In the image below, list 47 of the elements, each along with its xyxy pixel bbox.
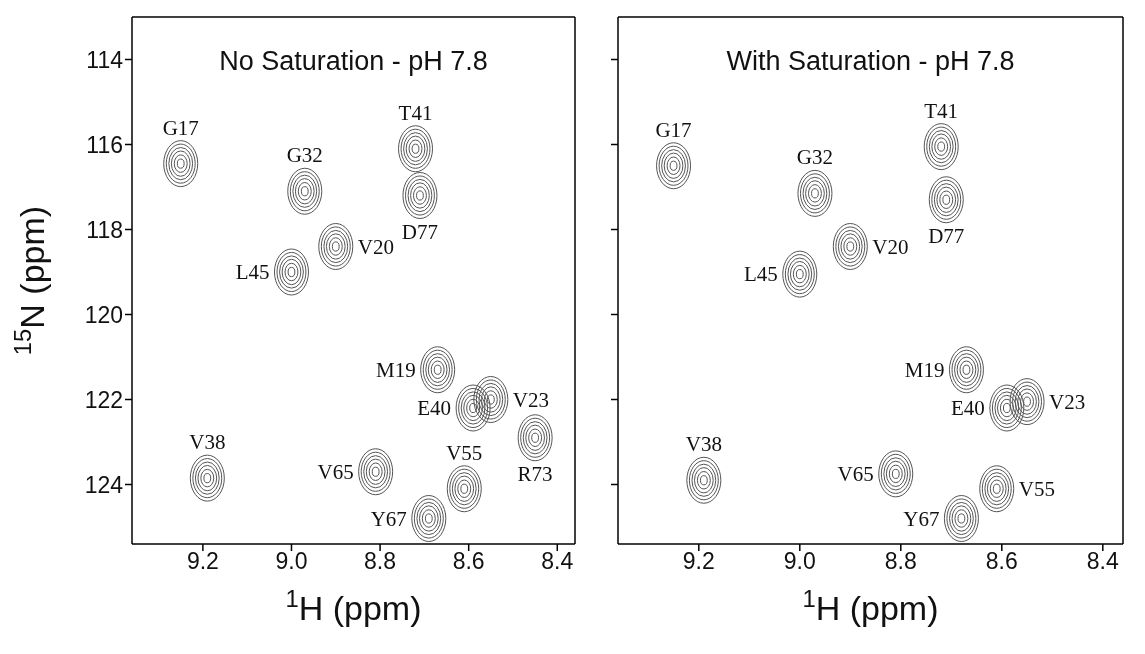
annotation: E40 [951,396,985,420]
annotation: D77 [401,219,439,244]
x-tick-label: 9.0 [783,548,816,575]
x-tick-label: 8.6 [452,548,485,575]
y-tick-label: 116 [86,131,123,158]
x-axis-title: $^{1}$H (ppm) [285,584,422,627]
annotation: V65 [317,459,354,484]
annotation: G17 [655,117,692,142]
x-tick-label: 9.0 [275,548,308,575]
annotation: D77 [928,223,965,248]
y-tick-label: 114 [86,46,124,73]
annotation: L45 [235,260,270,284]
text: With Saturation - pH 7.8 [725,46,1016,77]
x-tick-label: 8.8 [884,548,917,575]
y-tick-label: 118 [86,216,123,243]
annotation: V55 [1018,476,1055,501]
annotation: V38 [685,432,722,457]
x-tick-label: 8.4 [541,548,574,575]
x-tick-label: 8.6 [985,548,1018,575]
annotation: T41 [924,98,959,123]
annotation: G32 [286,143,323,168]
x-tick-label: 9.2 [682,548,715,575]
y-tick-label: 122 [84,386,123,413]
annotation: T41 [398,100,433,125]
annotation: M19 [375,357,416,382]
annotation: L45 [743,262,778,287]
annotation: E40 [417,396,452,420]
annotation: V65 [837,461,874,486]
x-tick-label: 8.8 [364,548,397,575]
annotation: R73 [517,461,553,486]
annotation: V55 [446,440,483,465]
annotation: M19 [904,357,945,382]
x-axis-title: $^{1}$H (ppm) [802,584,939,627]
annotation: V20 [357,234,394,259]
y-tick-label: 120 [84,301,123,328]
annotation: G17 [162,115,199,140]
annotation: V23 [512,387,549,412]
annotation: Y67 [370,506,407,531]
annotation: V23 [1049,389,1086,414]
x-tick-label: 8.4 [1086,548,1119,575]
annotation: G32 [796,145,834,170]
x-tick-label: 9.2 [186,548,219,575]
text: No Saturation - pH 7.8 [218,46,489,77]
annotation: V38 [189,430,226,455]
y-tick-label: 124 [84,471,124,498]
annotation: Y67 [903,506,940,531]
annotation: V20 [872,234,909,259]
